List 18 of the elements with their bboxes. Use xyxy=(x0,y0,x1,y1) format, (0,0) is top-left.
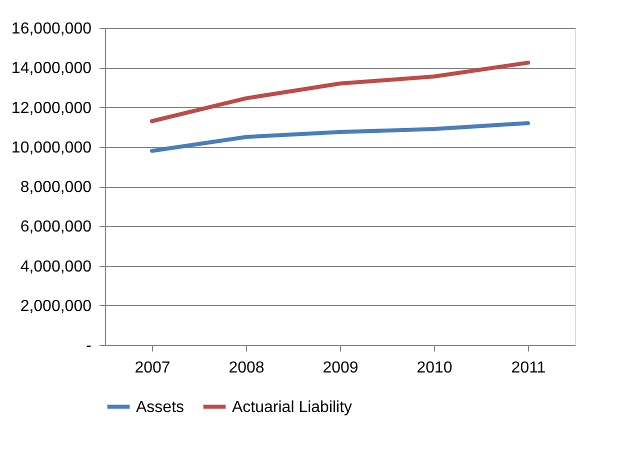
y-tick-label: 10,000,000 xyxy=(11,139,92,156)
legend-label: Assets xyxy=(136,398,184,416)
line-series xyxy=(150,60,530,124)
x-tick-label: 2009 xyxy=(322,360,358,376)
legend-label: Actuarial Liability xyxy=(232,398,352,416)
y-tick-label: 4,000,000 xyxy=(20,258,92,276)
x-tick-label: 2008 xyxy=(228,360,264,376)
y-tick-label: - xyxy=(86,338,92,354)
y-tick-label: 14,000,000 xyxy=(11,60,92,78)
x-tick-label: 2011 xyxy=(511,360,546,376)
y-tick-label: 2,000,000 xyxy=(20,298,92,315)
y-tick-label: 12,000,000 xyxy=(11,100,92,117)
y-tick-label: 16,000,000 xyxy=(11,20,92,38)
y-tick-label: 8,000,000 xyxy=(20,179,92,196)
line-series xyxy=(150,121,530,153)
x-tick-label: 2010 xyxy=(416,360,452,376)
y-tick-label: 6,000,000 xyxy=(20,218,92,236)
x-tick-label: 2007 xyxy=(134,360,170,376)
